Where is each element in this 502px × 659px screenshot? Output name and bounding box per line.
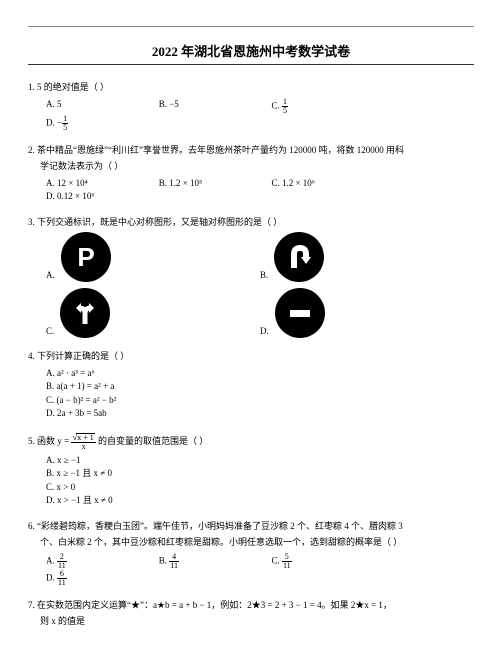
q2-opt-c: C. 1.2 × 10⁶: [271, 177, 374, 191]
q4-stem: 4. 下列计算正确的是（ ）: [28, 350, 474, 364]
q3-label-d: D.: [260, 325, 269, 339]
frac: 611: [57, 570, 67, 587]
opt-label: D.: [46, 572, 57, 582]
opt-label: B.: [159, 555, 170, 565]
exam-title: 2022 年湖北省恩施州中考数学试卷: [28, 41, 474, 60]
question-3: 3. 下列交通标识，既是中心对称图形，又是轴对称图形的是（ ） A. P B. …: [28, 216, 474, 339]
noentry-sign-icon: [275, 288, 325, 338]
q6-opt-b: B. 411: [159, 553, 262, 570]
q3-row2: C. D.: [28, 288, 474, 338]
q3-row1: A. P B.: [28, 232, 474, 282]
opt-label: A.: [46, 555, 57, 565]
frac-den: 11: [282, 562, 292, 570]
top-rule: [28, 26, 474, 27]
q1-opt-c: C. 15: [271, 98, 374, 115]
q5-options: A. x ≥ −1 B. x ≥ −1 且 x ≠ 0 C. x > 0 D. …: [28, 454, 474, 508]
question-5: 5. 函数 y = √x + 1x 的自变量的取值范围是（ ） A. x ≥ −…: [28, 433, 474, 508]
radicand: x + 1: [76, 433, 95, 442]
frac: 211: [57, 553, 67, 570]
sqrt: √x + 1: [72, 433, 94, 442]
split-sign-icon: [60, 288, 110, 338]
q3-label-a: A.: [46, 269, 55, 283]
frac-den: 11: [169, 562, 179, 570]
q3-cell-c: C.: [46, 288, 260, 338]
q5-opt-d: D. x > −1 且 x ≠ 0: [46, 494, 256, 508]
frac-den: x: [71, 443, 95, 451]
question-7: 7. 在实数范围内定义运算“★”：a★b = a + b − 1，例如：2★3 …: [28, 599, 474, 629]
q7-stem1: 7. 在实数范围内定义运算“★”：a★b = a + b − 1，例如：2★3 …: [28, 599, 474, 613]
q3-label-b: B.: [260, 269, 268, 283]
question-4: 4. 下列计算正确的是（ ） A. a² · a³ = a⁶ B. a(a + …: [28, 350, 474, 421]
q5-opt-c: C. x > 0: [46, 481, 256, 495]
q4-opt-c: C. (a − b)² = a² − b²: [46, 394, 256, 408]
q4-opt-b: B. a(a + 1) = a² + a: [46, 380, 256, 394]
parking-sign-icon: P: [61, 232, 111, 282]
q2-opt-a: A. 12 × 10⁴: [46, 177, 149, 191]
q6-stem1: 6. “彩缕碧筠粽，香粳白玉团”。端午佳节，小明妈妈准备了豆沙粽 2 个、红枣粽…: [28, 520, 474, 534]
frac: 511: [282, 553, 292, 570]
q6-stem2: 个、白米粽 2 个，其中豆沙粽和红枣粽是甜粽。小明任意选取一个，选到甜粽的概率是…: [28, 536, 474, 550]
q5-opt-a: A. x ≥ −1: [46, 454, 256, 468]
q6-opt-a: A. 211: [46, 553, 149, 570]
q6-options: A. 211 B. 411 C. 511 D. 611: [28, 553, 474, 587]
q3-stem: 3. 下列交通标识，既是中心对称图形，又是轴对称图形的是（ ）: [28, 216, 474, 230]
q1-opt-a: A. 5: [46, 98, 149, 115]
q1-d-label: D. −: [46, 117, 62, 127]
question-1: 1. 5 的绝对值是（ ） A. 5 B. −5 C. 15 D. −15: [28, 81, 474, 132]
q3-cell-a: A. P: [46, 232, 260, 282]
q2-stem2: 学记数法表示为（ ）: [28, 160, 474, 174]
q4-options: A. a² · a³ = a⁶ B. a(a + 1) = a² + a C. …: [28, 367, 474, 421]
frac-den: 5: [282, 107, 288, 115]
q2-stem1: 2. 茶中精品“恩施绿”“利川红”享誉世界。去年恩施州茶叶产量约为 120000…: [28, 144, 474, 158]
q3-cell-d: D.: [260, 288, 474, 338]
q1-d-frac: 15: [62, 115, 68, 132]
q1-stem: 1. 5 的绝对值是（ ）: [28, 81, 474, 95]
q1-opt-b: B. −5: [159, 98, 262, 115]
frac-den: 11: [57, 579, 67, 587]
question-6: 6. “彩缕碧筠粽，香粳白玉团”。端午佳节，小明妈妈准备了豆沙粽 2 个、红枣粽…: [28, 520, 474, 587]
q2-options: A. 12 × 10⁴ B. 1.2 × 10⁵ C. 1.2 × 10⁶ D.…: [28, 177, 474, 204]
q3-cell-b: B.: [260, 232, 474, 282]
q6-opt-d: D. 611: [46, 570, 149, 587]
q5-frac: √x + 1x: [71, 433, 95, 451]
svg-text:P: P: [77, 242, 94, 272]
q7-stem2: 则 x 的值是: [28, 615, 474, 629]
question-2: 2. 茶中精品“恩施绿”“利川红”享誉世界。去年恩施州茶叶产量约为 120000…: [28, 144, 474, 204]
q4-opt-d: D. 2a + 3b = 5ab: [46, 407, 256, 421]
title-underline: [28, 64, 474, 65]
q5-post: 的自变量的取值范围是（ ）: [96, 436, 209, 446]
frac-num: √x + 1: [71, 433, 95, 443]
uturn-sign-icon: [274, 232, 324, 282]
q2-opt-d: D. 0.12 × 10⁶: [46, 190, 149, 204]
q5-stem: 5. 函数 y = √x + 1x 的自变量的取值范围是（ ）: [28, 433, 474, 451]
q3-label-c: C.: [46, 325, 54, 339]
q6-opt-c: C. 511: [271, 553, 374, 570]
q1-options: A. 5 B. −5 C. 15 D. −15: [28, 98, 474, 132]
frac: 411: [169, 553, 179, 570]
q5-opt-b: B. x ≥ −1 且 x ≠ 0: [46, 467, 256, 481]
exam-page: 2022 年湖北省恩施州中考数学试卷 1. 5 的绝对值是（ ） A. 5 B.…: [0, 0, 502, 659]
frac-den: 5: [62, 124, 68, 132]
q2-opt-b: B. 1.2 × 10⁵: [159, 177, 262, 191]
q4-opt-a: A. a² · a³ = a⁶: [46, 367, 256, 381]
q1-c-label: C.: [271, 100, 282, 110]
q5-pre: 5. 函数 y =: [28, 436, 71, 446]
opt-label: C.: [271, 555, 282, 565]
q1-opt-d: D. −15: [46, 115, 149, 132]
q1-c-frac: 15: [282, 98, 288, 115]
